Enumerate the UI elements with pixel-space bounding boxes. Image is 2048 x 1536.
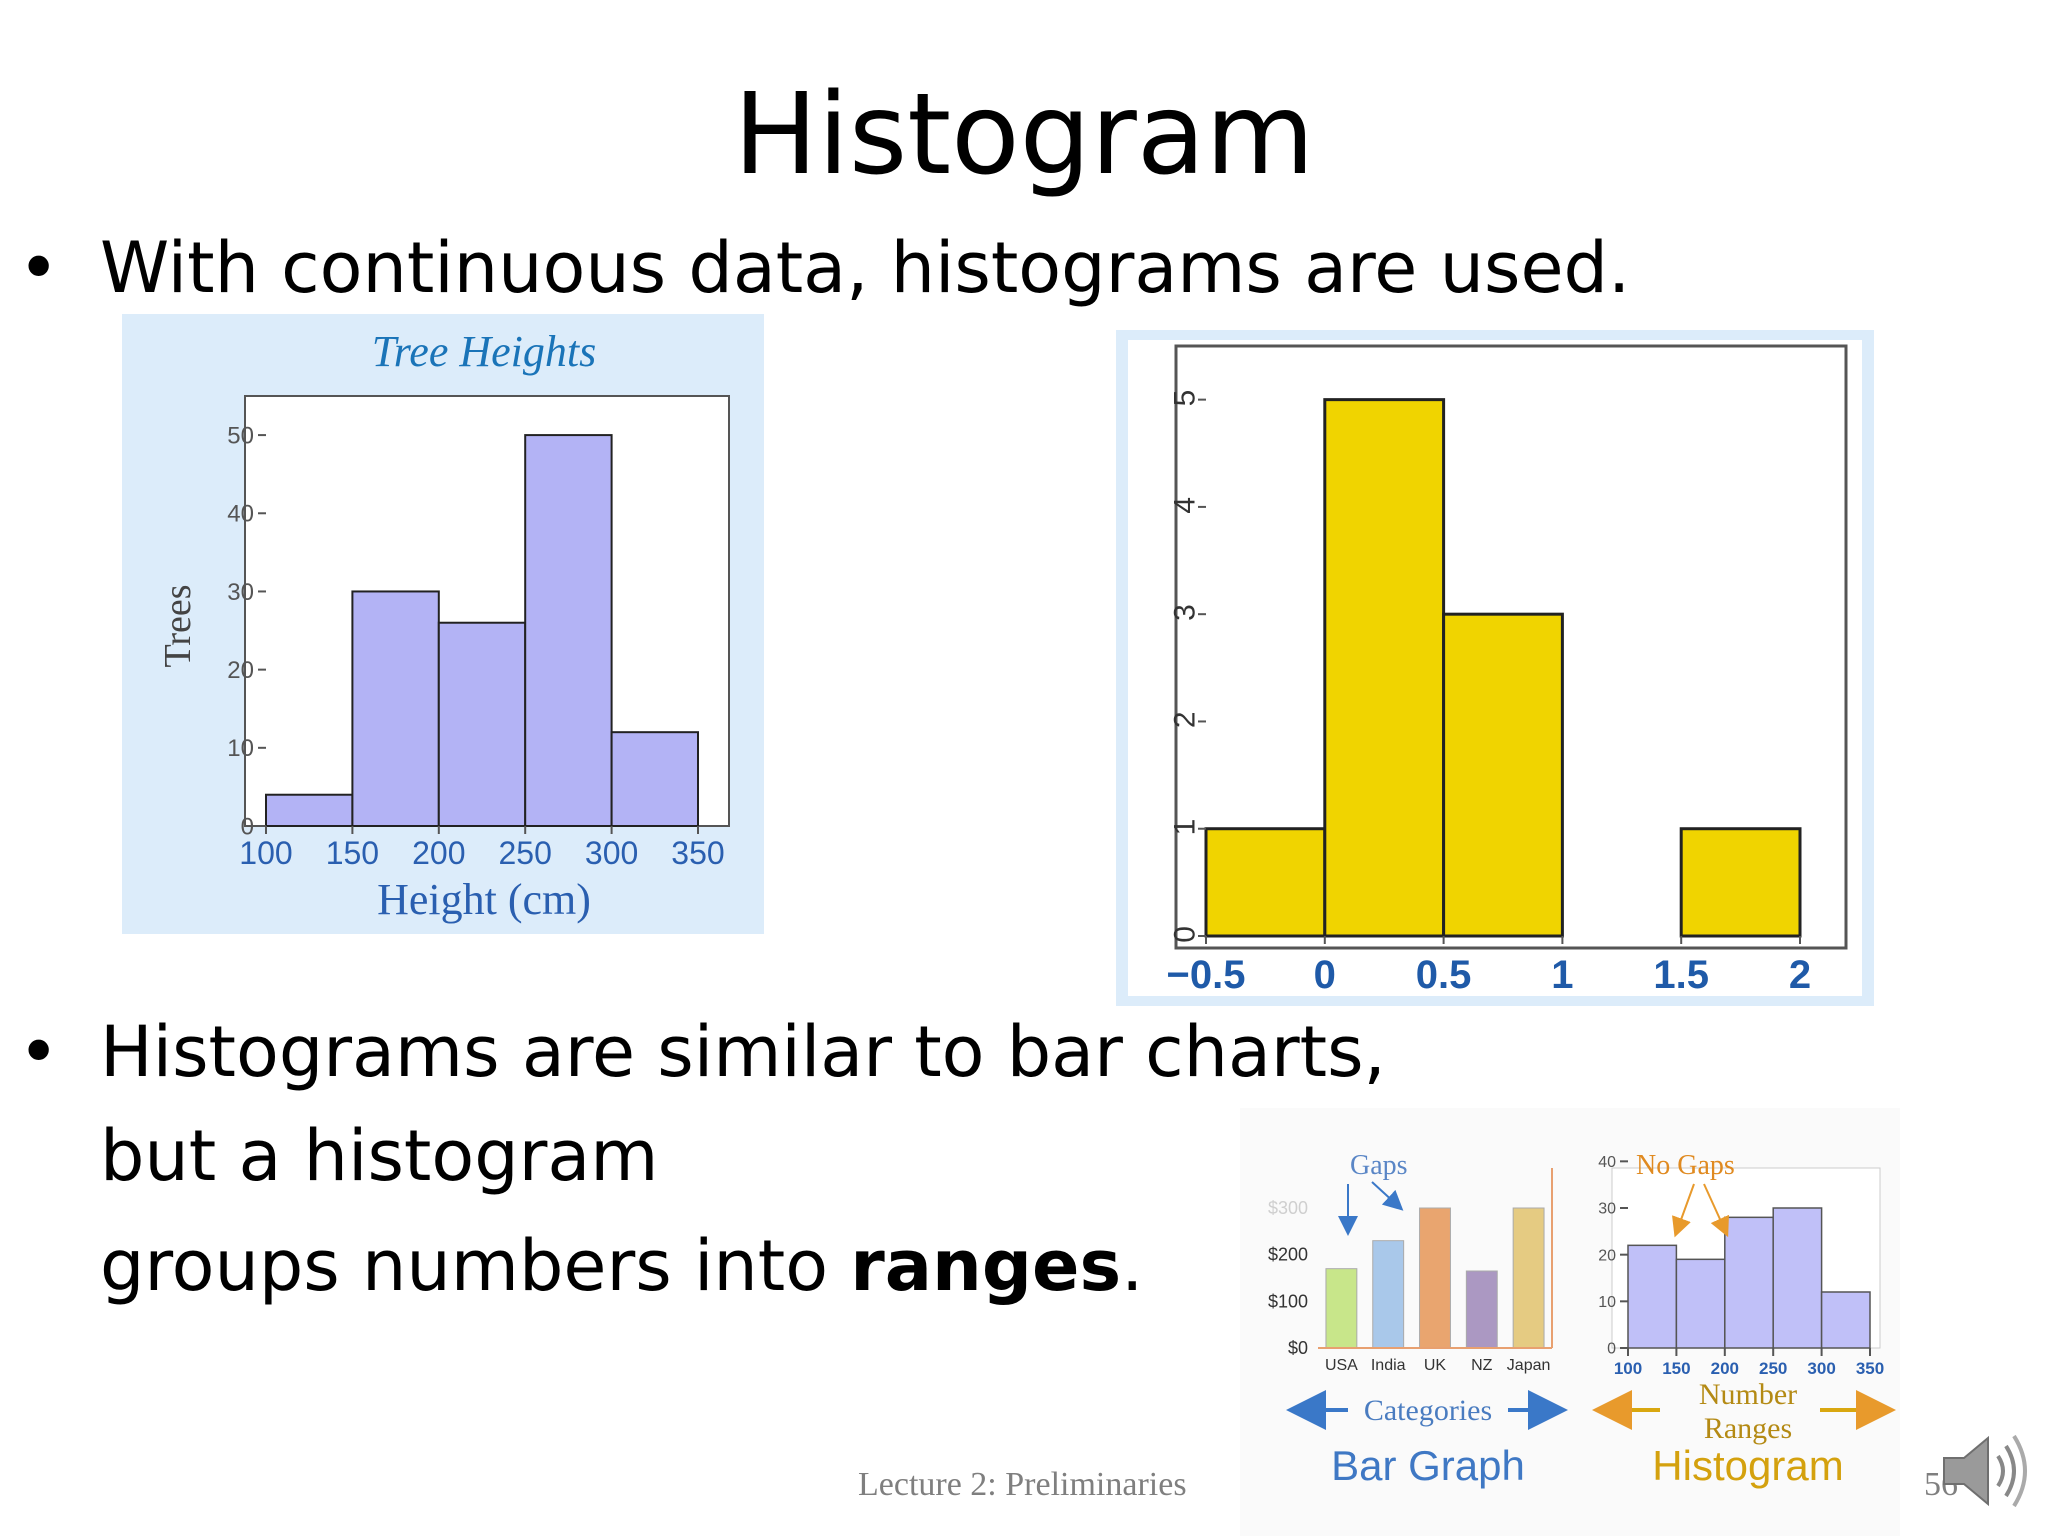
y-tick-label: $0: [1288, 1338, 1308, 1358]
yellow-histogram-chart: 0 1 2 3 4 5 −0.5 0 0.5 1 1.5 2: [1116, 330, 1874, 1006]
bar: [1325, 1268, 1358, 1349]
histogram-bar: [265, 793, 354, 827]
x-tick-label: 0.5: [1416, 953, 1472, 997]
slide-title: Histogram: [733, 70, 1315, 200]
y-axis-label: Trees: [157, 584, 199, 667]
x-tick-label: 350: [671, 835, 724, 871]
footer-text: Lecture 2: Preliminaries: [858, 1466, 1187, 1503]
y-tick-label: 20: [1598, 1247, 1616, 1264]
histogram-bar: [1679, 827, 1802, 938]
bar: [1419, 1207, 1451, 1349]
bar: [1512, 1207, 1545, 1349]
bullet-text-line2: groups numbers into ranges.: [100, 1214, 1400, 1318]
histogram-bar: [1820, 1291, 1871, 1349]
bar-graph-label: Bar Graph: [1331, 1442, 1525, 1489]
y-tick-label: $300: [1268, 1198, 1308, 1218]
no-gap-arrow-2: [1703, 1183, 1729, 1238]
y-tick-label: 0: [1607, 1341, 1616, 1358]
histogram-label: Histogram: [1652, 1442, 1843, 1489]
y-tick-label: 5: [1169, 390, 1202, 407]
y-tick-label: $100: [1268, 1291, 1308, 1311]
x-tick-label: UK: [1424, 1357, 1447, 1374]
y-tick-label: 10: [227, 735, 254, 762]
chart-title: Tree Heights: [372, 327, 596, 376]
x-tick-label: Japan: [1507, 1357, 1551, 1374]
categories-caption: Categories: [1364, 1394, 1492, 1427]
x-tick-label: 200: [412, 835, 465, 871]
bullet-text-line1: Histograms are similar to bar charts, bu…: [100, 1011, 1386, 1197]
y-tick-label: 30: [1598, 1201, 1616, 1218]
histogram-bar: [1442, 612, 1564, 938]
x-tick-label: 350: [1856, 1359, 1884, 1378]
y-tick-label: 10: [1598, 1294, 1616, 1311]
x-axis-label: Height (cm): [377, 875, 591, 924]
x-tick-label: 200: [1711, 1359, 1739, 1378]
number-caption: Number: [1699, 1378, 1797, 1411]
x-tick-label: 300: [1807, 1359, 1835, 1378]
y-tick-label: 40: [1598, 1154, 1616, 1171]
histogram-bar: [1675, 1258, 1726, 1349]
x-tick-label: 2: [1789, 953, 1811, 997]
gap-arrow-2: [1371, 1181, 1404, 1211]
no-gaps-annotation: No Gaps: [1636, 1150, 1735, 1181]
tree-heights-chart: 0 10 20 30 40 50 100 150 200 250 300 350 Tree Heig…: [122, 314, 764, 934]
histogram-bar: [1772, 1207, 1823, 1349]
x-tick-label: NZ: [1471, 1357, 1493, 1374]
ranges-caption: Ranges: [1704, 1412, 1792, 1445]
y-tick-label: 50: [227, 422, 254, 449]
bullet-dot: •: [18, 1011, 60, 1093]
y-tick-label: 3: [1169, 604, 1202, 621]
bullet-text-suffix: .: [1121, 1225, 1144, 1307]
x-tick-label: 150: [1662, 1359, 1690, 1378]
x-tick-label: 300: [585, 835, 638, 871]
bar: [1465, 1270, 1498, 1349]
histogram-bar: [1204, 827, 1327, 938]
y-tick-label: 0: [1169, 926, 1202, 943]
bullet-dot: •: [18, 227, 60, 309]
x-tick-label: 1: [1551, 953, 1573, 997]
y-tick-label: 4: [1169, 497, 1202, 514]
histogram-bar: [1627, 1244, 1678, 1349]
x-tick-label: 150: [326, 835, 379, 871]
bullet-ranges: • Histograms are similar to bar charts, …: [18, 1000, 1400, 1318]
sound-wave-2: [2004, 1444, 2016, 1498]
sound-wave-1: [1996, 1454, 2005, 1488]
x-tick-label: 250: [499, 835, 552, 871]
x-tick-label: 1.5: [1653, 953, 1709, 997]
y-tick-label: 1: [1169, 819, 1202, 836]
y-tick-label: $200: [1268, 1245, 1308, 1265]
y-tick-label: 2: [1169, 711, 1202, 728]
y-tick-label: 20: [227, 657, 254, 684]
y-tick-label: 40: [227, 501, 254, 528]
plot-area: [1174, 344, 1848, 950]
x-tick-label: USA: [1325, 1357, 1358, 1374]
histogram-bar: [610, 731, 700, 828]
speaker-body: [1943, 1435, 1989, 1507]
bullet-text-prefix: groups numbers into: [100, 1225, 851, 1307]
histogram-bar: [437, 621, 527, 827]
bullet-continuous-data: • With continuous data, histograms are u…: [18, 216, 1631, 320]
x-tick-label: −0.5: [1167, 953, 1246, 997]
sound-wave-3: [2012, 1434, 2027, 1508]
bar: [1372, 1240, 1405, 1349]
speaker-icon[interactable]: [1938, 1428, 2030, 1514]
y-tick-label: 30: [227, 579, 254, 606]
x-tick-label: 100: [1614, 1359, 1642, 1378]
y-tick-label: 0: [241, 813, 254, 840]
bold-keyword: ranges: [850, 1225, 1122, 1307]
histogram-bar: [1724, 1216, 1774, 1349]
x-tick-label: India: [1371, 1357, 1406, 1374]
bullet-text: With continuous data, histograms are use…: [100, 227, 1631, 309]
gaps-annotation: Gaps: [1350, 1150, 1408, 1181]
histogram-bar: [1323, 398, 1446, 938]
comparison-figure: $0 $100 $200 $300 USA India UK NZ Japan Gaps Ca…: [1240, 1108, 1900, 1536]
x-tick-label: 250: [1759, 1359, 1787, 1378]
histogram-bar: [351, 590, 440, 828]
x-tick-label: 0: [1314, 953, 1336, 997]
no-gap-arrow-1: [1672, 1183, 1695, 1238]
x-tick-label: 100: [239, 835, 292, 871]
histogram-bar: [524, 434, 613, 827]
